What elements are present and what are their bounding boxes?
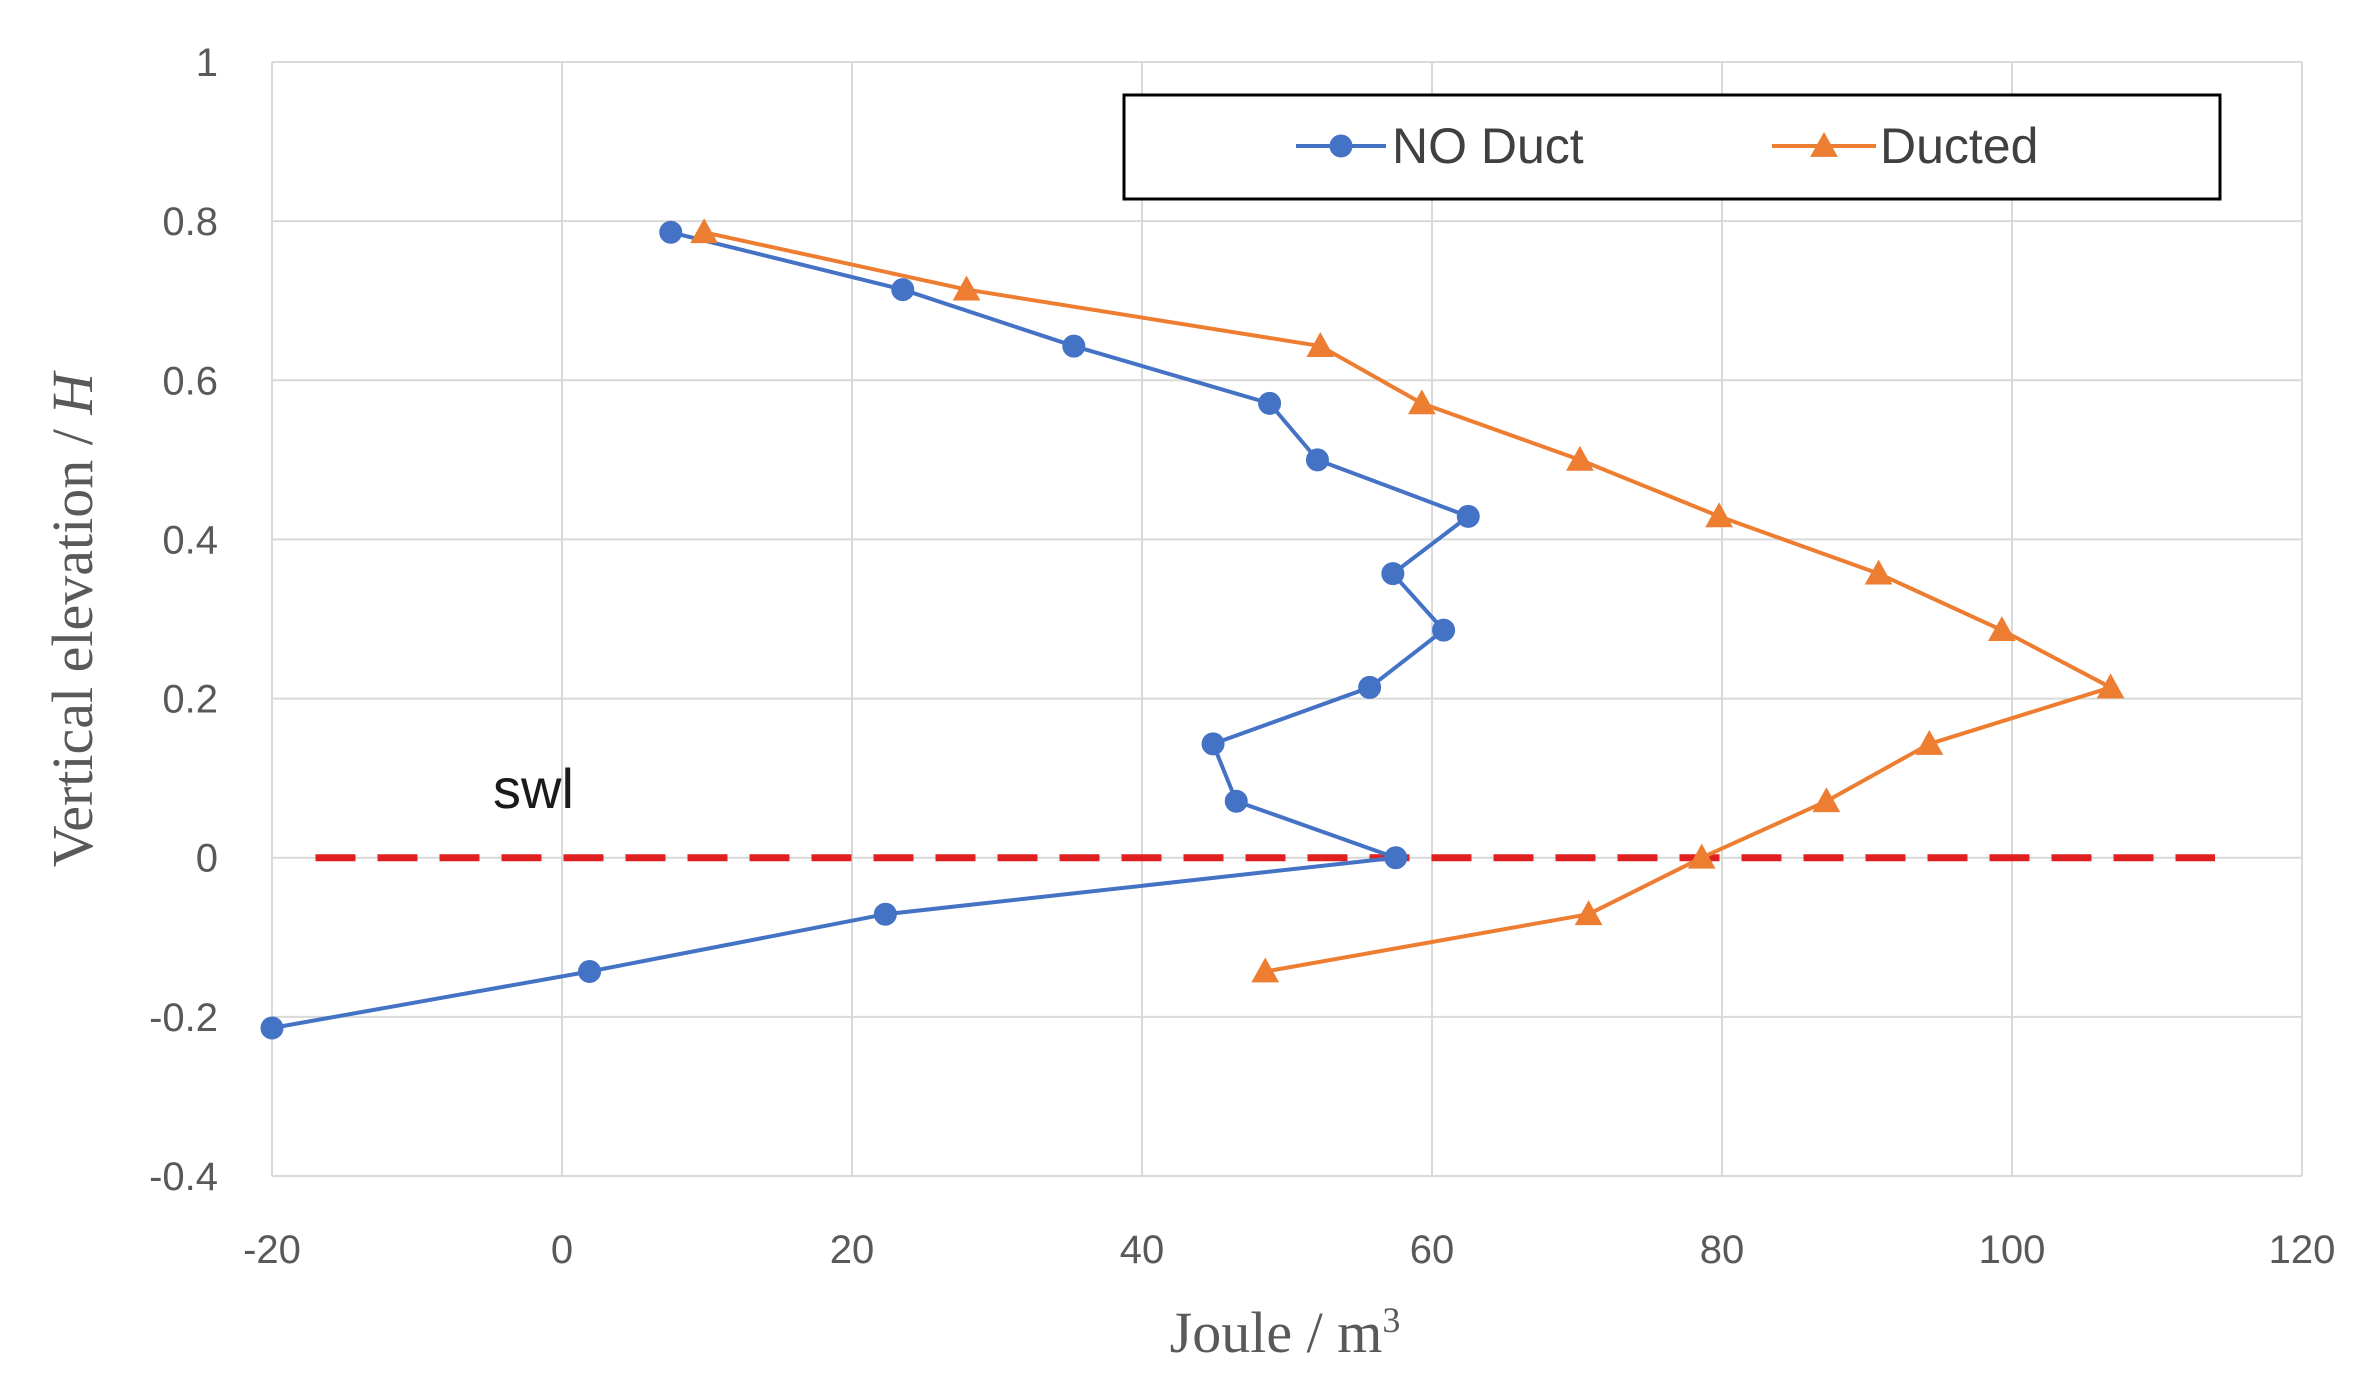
data-point-no-duct — [1305, 448, 1329, 472]
x-tick-label: 40 — [1120, 1228, 1165, 1272]
data-point-ducted — [952, 275, 981, 301]
y-tick-label: -0.4 — [149, 1155, 218, 1199]
x-tick-label: 120 — [2269, 1228, 2336, 1272]
legend-marker-no-duct — [1329, 134, 1353, 158]
x-tick-label: 60 — [1410, 1228, 1455, 1272]
data-point-no-duct — [1381, 562, 1405, 586]
data-point-ducted — [2096, 673, 2125, 699]
x-tick-label: 80 — [1700, 1228, 1745, 1272]
legend-label-no-duct: NO Duct — [1392, 118, 1584, 174]
data-point-no-duct — [1432, 618, 1456, 642]
data-point-no-duct — [260, 1016, 284, 1040]
x-tick-label: -20 — [243, 1228, 301, 1272]
data-point-no-duct — [1201, 732, 1225, 756]
tick-labels: -20 0 20 40 60 80 100 120 -0.4 -0.2 0 0.2 0.4 0.6 0.8 1 — [149, 41, 2335, 1272]
y-tick-label: -0.2 — [149, 996, 218, 1040]
y-tick-label: 0.8 — [162, 200, 218, 244]
x-tick-label: 0 — [551, 1228, 573, 1272]
series-layer — [260, 218, 2125, 1040]
legend-box — [1122, 93, 2222, 201]
series-line-no-duct — [271, 230, 1471, 1030]
y-axis-title: Vertical elevation / H — [40, 370, 105, 868]
data-point-no-duct — [659, 220, 683, 244]
x-axis-title: Joule / m3 — [1170, 1300, 1401, 1365]
data-point-ducted — [1306, 332, 1335, 357]
data-point-no-duct — [1258, 391, 1282, 415]
legend-marker-ducted — [1810, 131, 1838, 157]
data-point-ducted — [1915, 729, 1944, 755]
y-tick-label: 0 — [196, 837, 218, 881]
series-line-ducted — [703, 230, 2113, 974]
x-tick-label: 20 — [830, 1228, 875, 1272]
data-point-ducted — [1988, 616, 2016, 642]
data-point-ducted — [690, 218, 718, 244]
data-point-no-duct — [1456, 504, 1480, 528]
data-point-no-duct — [1384, 846, 1408, 870]
x-tick-label: 100 — [1979, 1228, 2046, 1272]
data-point-no-duct — [891, 278, 915, 302]
y-tick-label: 0.4 — [162, 518, 218, 562]
data-point-no-duct — [1062, 334, 1086, 358]
series-no-duct — [260, 220, 1480, 1040]
legend: NO Duct Ducted — [1122, 93, 2222, 201]
data-point-ducted — [1251, 957, 1280, 983]
series-ducted — [690, 218, 2125, 983]
data-point-ducted — [1408, 389, 1436, 415]
data-point-no-duct — [873, 902, 897, 926]
data-point-ducted — [1705, 502, 1733, 528]
data-point-ducted — [1687, 843, 1716, 869]
swl-label: swl — [493, 757, 574, 820]
grid — [271, 61, 2303, 1177]
data-point-no-duct — [1358, 675, 1382, 699]
y-tick-label: 0.6 — [162, 359, 218, 403]
data-point-ducted — [1812, 787, 1841, 813]
y-tick-label: 0.2 — [162, 678, 218, 722]
data-point-no-duct — [578, 960, 602, 984]
data-point-ducted — [1864, 559, 1893, 585]
data-point-no-duct — [1224, 789, 1248, 813]
y-tick-label: 1 — [196, 41, 218, 85]
data-point-ducted — [1566, 445, 1594, 471]
legend-label-ducted: Ducted — [1880, 118, 2038, 174]
data-point-ducted — [1574, 900, 1603, 926]
